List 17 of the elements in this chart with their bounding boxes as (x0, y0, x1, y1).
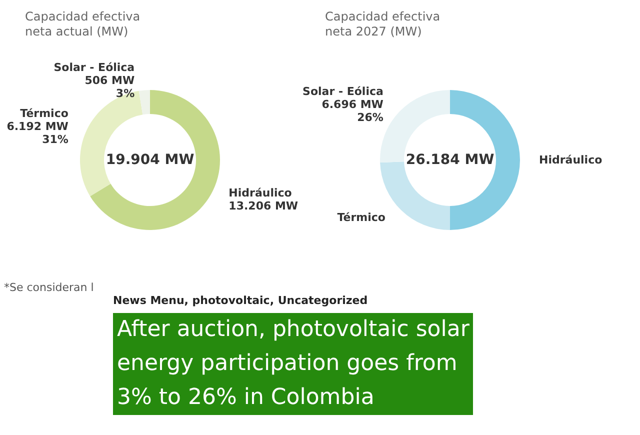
text: *Se consideran l (4, 281, 94, 294)
slice-label: Solar - Eólica (302, 84, 384, 98)
slice-label: Térmico (337, 211, 386, 224)
text: 19.904 MW (106, 152, 194, 168)
chart-title: Capacidad efectiva neta 2027 (MW) (325, 10, 440, 38)
slice-label: Térmico (20, 106, 69, 120)
headline-panel: After auction, photovoltaic solar energy participation goes from 3% to 26% in Colombia (113, 313, 474, 415)
text: News Menu, photovoltaic, Uncategorized (113, 294, 369, 307)
data-label: 6.192 MW 31% (6, 120, 68, 146)
slice-label: Hidráulico (539, 154, 603, 166)
data-label: 6.696 MW 26% (322, 98, 384, 124)
data-label: 506 MW 3% (84, 74, 135, 100)
chart-title: Capacidad efectiva neta actual (MW) (25, 10, 140, 38)
data-label: 13.206 MW (228, 199, 298, 212)
slice-label: Hidráulico (228, 186, 292, 200)
text: 26.184 MW (406, 152, 494, 168)
slice-label: Solar - Eólica (54, 60, 135, 74)
